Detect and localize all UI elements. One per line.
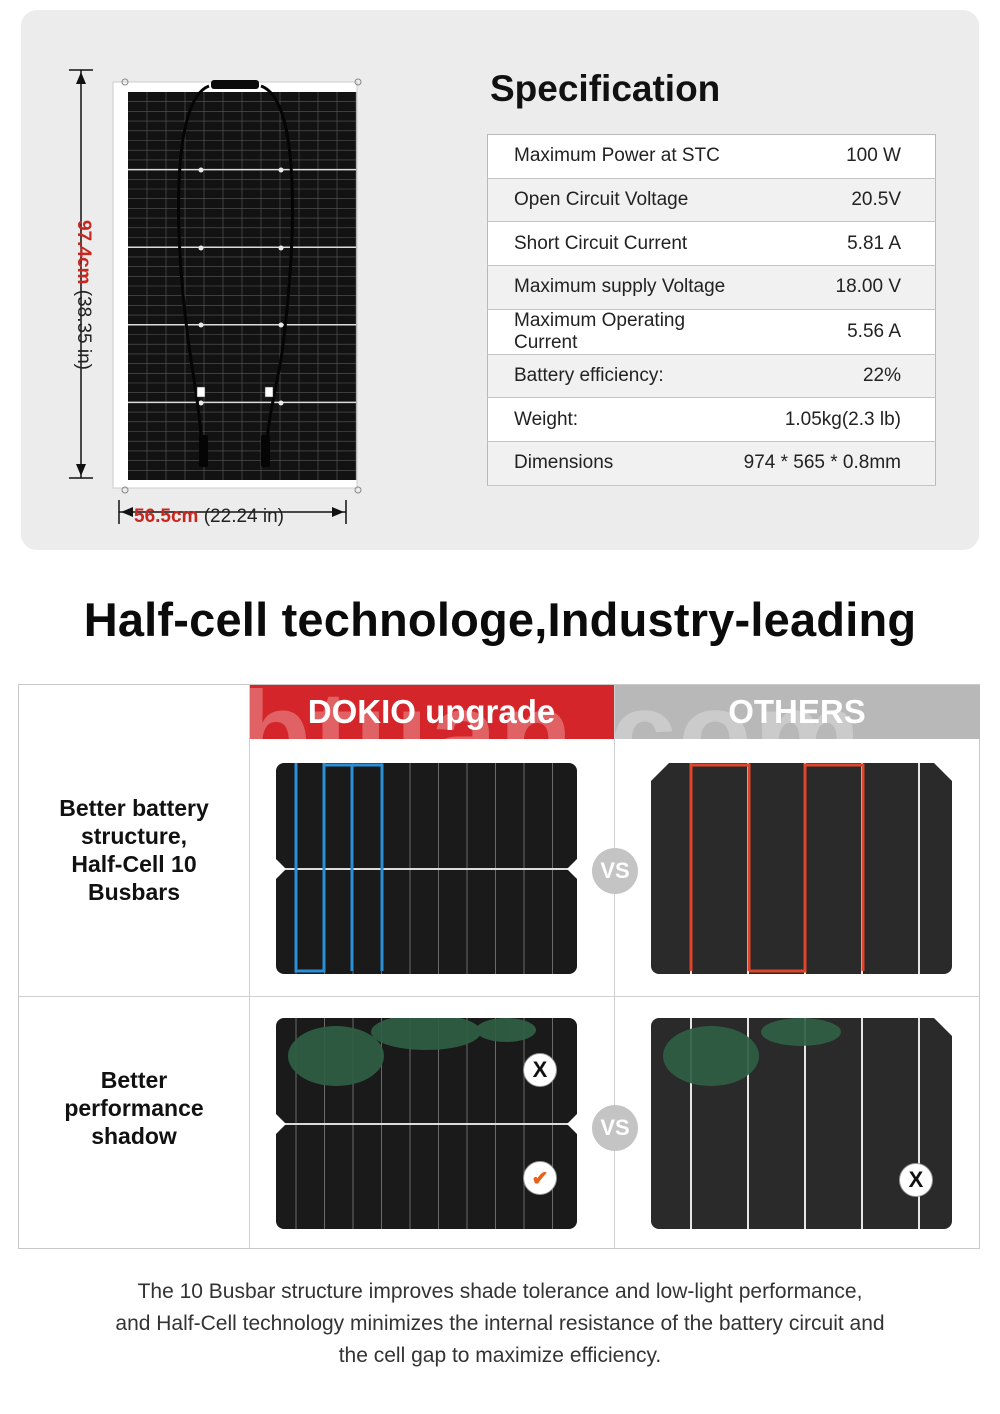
vs-badge: VS (592, 848, 638, 894)
spec-label: Weight: (487, 397, 744, 443)
spec-row: Dimensions 974 * 565 * 0.8mm (487, 441, 936, 486)
others-full-cell-image (651, 763, 952, 974)
spec-label: Maximum supply Voltage (487, 265, 744, 310)
spec-value: 974 * 565 * 0.8mm (743, 441, 936, 486)
dokio-header: DOKIO upgrade (249, 685, 614, 739)
vs-badge: VS (592, 1105, 638, 1151)
spec-value: 5.81 A (743, 221, 936, 267)
row-label-shadow: Better performance shadow (19, 1066, 249, 1150)
spec-value: 100 W (743, 134, 936, 179)
spec-value: 18.00 V (743, 265, 936, 310)
spec-label: Open Circuit Voltage (487, 178, 744, 223)
divider (19, 996, 979, 997)
cross-icon: X (523, 1053, 557, 1087)
row-label-line: Better battery (59, 795, 209, 821)
footer-line: and Half-Cell technology minimizes the i… (115, 1312, 885, 1335)
row-label-line: performance (64, 1095, 204, 1121)
footer-line: the cell gap to maximize efficiency. (338, 1344, 662, 1367)
dokio-shadow-image (276, 1018, 577, 1229)
row-label-line: structure, (80, 823, 188, 849)
row-label-line: Half-Cell 10 (71, 851, 197, 877)
comparison-grid: DOKIO upgrade OTHERS vbtuan.com Better b… (18, 667, 980, 1249)
divider (614, 685, 615, 1248)
spec-row: Maximum supply Voltage 18.00 V (487, 265, 936, 310)
dokio-half-cell-image (276, 763, 577, 974)
spec-value: 22% (743, 354, 936, 399)
height-imperial: (38.35 in) (73, 289, 94, 371)
height-dimension-label: 97.4cm (38.35 in) (72, 220, 94, 370)
specification-title: Specification (490, 68, 721, 109)
spec-label: Short Circuit Current (487, 221, 744, 267)
spec-value: 5.56 A (743, 309, 936, 355)
spec-value: 20.5V (743, 178, 936, 223)
cross-icon: X (899, 1163, 933, 1197)
width-metric: 56.5cm (134, 506, 199, 527)
spec-row: Weight: 1.05kg(2.3 lb) (487, 397, 936, 443)
height-metric: 97.4cm (73, 219, 94, 285)
others-header: OTHERS (614, 685, 980, 739)
spec-label: Battery efficiency: (487, 354, 744, 399)
width-dimension-label: 56.5cm (22.24 in) (134, 506, 284, 528)
headline: Half-cell technologe,Industry-leading (83, 593, 917, 646)
spec-value: 1.05kg(2.3 lb) (743, 397, 936, 443)
footer-line: The 10 Busbar structure improves shade t… (137, 1280, 863, 1303)
footer-description: The 10 Busbar structure improves shade t… (0, 1276, 1000, 1372)
others-shadow-image (651, 1018, 952, 1229)
spec-label: Maximum Power at STC (487, 134, 744, 179)
width-imperial: (22.24 in) (203, 506, 285, 527)
spec-row: Open Circuit Voltage 20.5V (487, 178, 936, 223)
spec-row: Maximum Operating Current 5.56 A (487, 309, 936, 355)
check-icon: ✔ (523, 1161, 557, 1195)
leaf-shadow-icon (663, 1018, 841, 1086)
leaf-shadow-icon (288, 1018, 536, 1086)
spec-label: Dimensions (487, 441, 744, 486)
row-label-line: Busbars (87, 879, 181, 905)
row-label-structure: Better battery structure, Half-Cell 10 B… (19, 794, 249, 906)
solar-panel-illustration (69, 69, 362, 524)
divider (249, 685, 250, 1248)
row-label-line: shadow (91, 1123, 177, 1149)
spec-row: Short Circuit Current 5.81 A (487, 221, 936, 267)
spec-row: Maximum Power at STC 100 W (487, 134, 936, 179)
spec-row: Battery efficiency: 22% (487, 354, 936, 399)
spec-label: Maximum Operating Current (487, 309, 744, 355)
specification-table: Maximum Power at STC 100 W Open Circuit Vo… (487, 134, 936, 486)
row-label-line: Better (100, 1067, 168, 1093)
